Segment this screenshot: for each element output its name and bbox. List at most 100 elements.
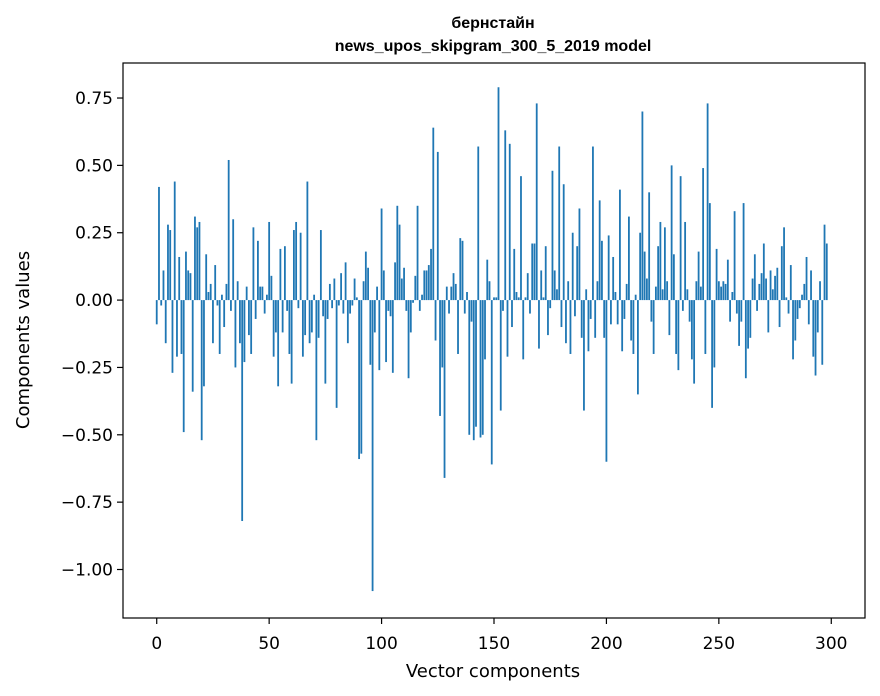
bar — [481, 300, 484, 435]
chart-subtitle: news_upos_skipgram_300_5_2019 model — [335, 38, 652, 55]
bar — [407, 300, 410, 379]
bar — [470, 300, 473, 322]
bar — [335, 300, 338, 408]
bar — [688, 300, 691, 322]
bar — [421, 294, 423, 301]
bar — [322, 300, 325, 317]
bar — [646, 278, 648, 301]
bar — [232, 219, 235, 301]
bar — [729, 300, 731, 322]
bar — [180, 300, 183, 354]
bar — [663, 227, 666, 301]
bar — [524, 297, 527, 301]
bar — [702, 168, 705, 301]
bar — [194, 216, 196, 301]
bar — [373, 300, 376, 333]
bar — [522, 300, 525, 360]
bar — [708, 203, 711, 301]
bar — [816, 300, 819, 333]
x-tick-label: 100 — [365, 634, 397, 654]
bar — [641, 111, 644, 301]
bar — [657, 246, 660, 301]
bar — [434, 300, 437, 341]
bar — [497, 87, 500, 301]
bar — [556, 289, 558, 301]
bar — [342, 300, 345, 314]
bar — [351, 300, 354, 306]
bar — [803, 283, 806, 301]
bar — [387, 300, 390, 311]
bar — [650, 300, 653, 322]
bar — [639, 232, 642, 301]
bar — [499, 300, 502, 411]
bar — [704, 300, 707, 354]
bar — [479, 300, 482, 438]
bar — [466, 292, 468, 301]
bar — [616, 300, 619, 325]
bar — [452, 273, 455, 301]
bar — [436, 151, 439, 301]
bar — [275, 300, 277, 333]
bar — [807, 300, 810, 325]
bar — [484, 300, 486, 360]
bar — [699, 286, 702, 301]
bar — [753, 254, 756, 301]
bar — [187, 270, 190, 301]
bar — [200, 300, 203, 441]
bar — [441, 300, 444, 368]
bar — [625, 283, 628, 301]
bar — [297, 300, 300, 309]
bar — [257, 240, 259, 301]
bar — [560, 300, 563, 328]
bar — [367, 267, 369, 301]
bar — [261, 286, 264, 301]
bar — [587, 300, 590, 352]
bar — [369, 300, 372, 365]
bar — [324, 300, 327, 384]
bar — [526, 273, 529, 301]
bar — [378, 300, 381, 371]
bar — [569, 300, 572, 354]
bar — [529, 300, 531, 314]
bar — [490, 300, 493, 465]
bar — [504, 130, 507, 301]
bar — [812, 300, 815, 357]
bar — [412, 300, 414, 303]
bar — [167, 224, 169, 301]
bar — [346, 300, 349, 344]
bar — [250, 300, 253, 354]
bar — [173, 181, 176, 301]
bar — [726, 259, 729, 301]
bar — [475, 300, 477, 427]
y-axis-label: Components values — [13, 251, 34, 429]
bar — [789, 265, 792, 301]
x-tick-label: 150 — [478, 634, 510, 654]
bar — [578, 208, 581, 301]
bar — [432, 127, 435, 301]
bar — [666, 281, 669, 301]
bar — [292, 230, 295, 301]
bar — [241, 300, 244, 522]
bar — [558, 146, 561, 301]
bar — [821, 300, 824, 365]
bar — [430, 248, 432, 301]
y-tick-label: 0.75 — [75, 89, 113, 109]
bar — [823, 224, 826, 301]
bar — [810, 270, 812, 301]
bar — [234, 300, 237, 368]
bar — [416, 205, 419, 301]
bar — [544, 246, 547, 301]
chart-title: бернстайн — [451, 15, 534, 32]
bar — [463, 300, 466, 314]
plot-frame — [122, 62, 866, 619]
bar — [362, 281, 365, 301]
bar — [155, 300, 158, 325]
bar — [317, 300, 320, 338]
bar — [205, 254, 208, 301]
bar — [391, 300, 394, 373]
bar — [742, 203, 745, 301]
bar — [762, 243, 765, 301]
bar — [333, 278, 336, 301]
bar — [328, 283, 331, 301]
bar — [337, 300, 340, 306]
